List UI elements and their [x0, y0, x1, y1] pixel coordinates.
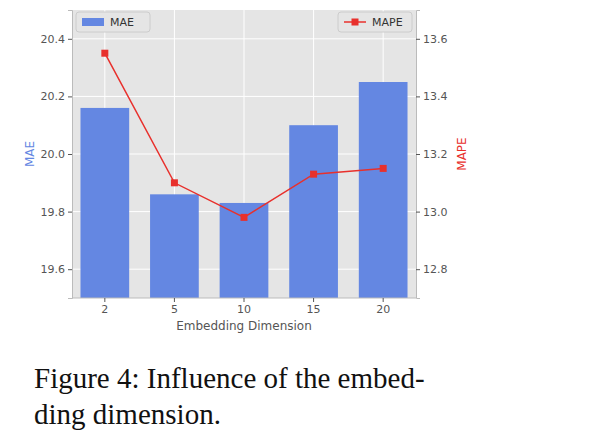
tick: 20: [376, 298, 390, 316]
tick-mark: [313, 298, 314, 302]
marker: [310, 171, 317, 178]
line: [105, 53, 383, 217]
tick: 13.2: [416, 148, 448, 161]
tick-mark: [174, 298, 175, 302]
marker: [380, 165, 387, 172]
tick: 20.0: [41, 148, 73, 161]
bar: [80, 108, 129, 298]
chart: 2 5 10 15 20 19.6 19.8 20.0 20.2 20.4 12.8 13.0 13.2…: [0, 0, 600, 439]
caption: Figure 4: Influence of the embed-: [34, 362, 425, 394]
tick-label: 12.8: [423, 263, 448, 276]
tick-mark: [416, 39, 420, 40]
axis-line: [68, 11, 73, 299]
tick-label: 2: [101, 303, 108, 316]
tick-label: 5: [171, 303, 178, 316]
tick: 13.6: [416, 33, 448, 46]
tick-label: 13.4: [423, 90, 448, 103]
tick-mark: [68, 154, 72, 155]
bar: [220, 203, 269, 298]
marks: [80, 50, 407, 298]
tick: 13.0: [416, 206, 448, 219]
tick: 10: [237, 298, 251, 316]
tick-mark: [68, 39, 72, 40]
tick-label: 15: [307, 303, 321, 316]
legend-marker: [352, 19, 359, 26]
tick: 19.6: [41, 263, 73, 276]
tick-mark: [416, 96, 420, 97]
tick: 15: [307, 298, 321, 316]
tick-mark: [104, 298, 105, 302]
x-axis-title: Embedding Dimension: [176, 319, 312, 333]
legend: MAPE: [338, 12, 412, 32]
legend-box: [76, 12, 150, 32]
bar: [359, 82, 408, 298]
legend-box: [338, 12, 412, 32]
marker: [241, 214, 248, 221]
bar: [289, 125, 338, 298]
y-axis: 19.6 19.8 20.0 20.2 20.4: [41, 11, 73, 299]
tick-mark: [416, 269, 420, 270]
y2-axis-title: MAPE: [455, 137, 469, 170]
caption: ding dimension.: [34, 398, 221, 430]
tick-label: 20.0: [41, 148, 66, 161]
tick-mark: [416, 154, 420, 155]
tick-label: 10: [237, 303, 251, 316]
tick-label: 19.6: [41, 263, 66, 276]
tick-label: 13.2: [423, 148, 448, 161]
tick-label: 20: [376, 303, 390, 316]
tick-mark: [383, 298, 384, 302]
marker: [101, 50, 108, 57]
tick: 5: [171, 298, 178, 316]
tick-label: 20.2: [41, 90, 66, 103]
x-axis: 2 5 10 15 20: [72, 298, 416, 316]
legend-label: MAE: [110, 16, 134, 29]
bar: [150, 194, 199, 298]
tick: 13.4: [416, 90, 448, 103]
axis-line: [417, 11, 421, 299]
legend-label: MAPE: [372, 16, 403, 29]
tick-mark: [68, 96, 72, 97]
legend: MAE: [76, 12, 150, 32]
legend-swatch: [82, 18, 104, 26]
y2-axis: 12.8 13.0 13.2 13.4 13.6: [416, 11, 448, 299]
marker: [171, 179, 178, 186]
y-axis-title: MAE: [23, 141, 37, 167]
tick-label: 13.0: [423, 206, 448, 219]
tick: 2: [101, 298, 108, 316]
tick: 12.8: [416, 263, 448, 276]
tick-label: 20.4: [41, 33, 66, 46]
tick-mark: [68, 269, 72, 270]
tick-mark: [68, 212, 72, 213]
tick-label: 19.8: [41, 206, 66, 219]
tick: 20.2: [41, 90, 73, 103]
tick: 19.8: [41, 206, 73, 219]
tick-mark: [416, 212, 420, 213]
tick-label: 13.6: [423, 33, 448, 46]
tick: 20.4: [41, 33, 73, 46]
tick-mark: [244, 298, 245, 302]
